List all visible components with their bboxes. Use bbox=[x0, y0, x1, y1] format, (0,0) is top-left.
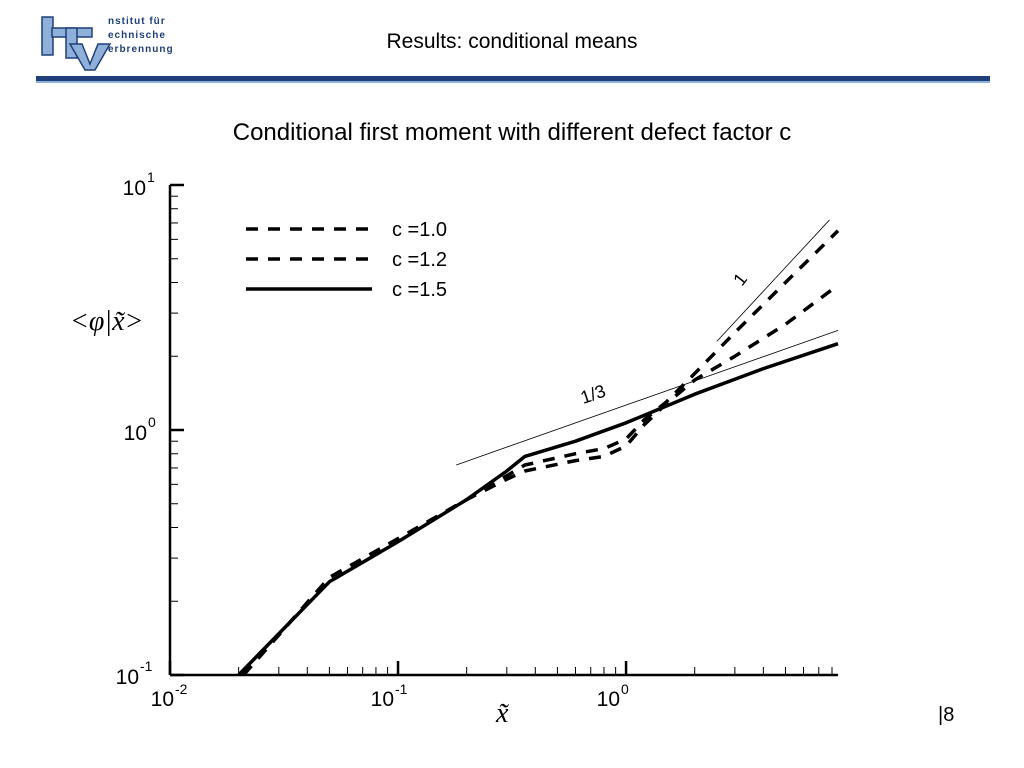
svg-text:10: 10 bbox=[371, 688, 394, 711]
y-tick-label-2: 10 1 bbox=[123, 169, 155, 200]
logo-line-1: nstitut für bbox=[108, 16, 166, 27]
x-tick-label-2: 10 0 bbox=[597, 681, 629, 711]
y-tick-label-0: 10 -1 bbox=[116, 658, 153, 689]
legend-label-c10: c =1.0 bbox=[392, 219, 447, 241]
svg-text:-1: -1 bbox=[395, 681, 408, 697]
page-number-value: 8 bbox=[943, 704, 955, 726]
svg-text:10: 10 bbox=[123, 177, 146, 200]
logo-line-3: erbrennung bbox=[108, 44, 174, 55]
x-axis-label: x̃ bbox=[495, 698, 510, 729]
svg-text:10: 10 bbox=[597, 688, 620, 711]
logo-letters-graphic bbox=[41, 16, 112, 71]
chart-title: Conditional first moment with different … bbox=[232, 119, 792, 146]
reference-line-0 bbox=[456, 330, 839, 466]
svg-text:0: 0 bbox=[148, 414, 156, 430]
svg-text:-2: -2 bbox=[175, 681, 188, 697]
series-lines bbox=[237, 229, 840, 677]
series-line-2 bbox=[237, 342, 839, 677]
x-tick-label-1: 10 -1 bbox=[371, 681, 408, 711]
header-rule-light bbox=[36, 81, 990, 83]
svg-text:10: 10 bbox=[151, 688, 174, 711]
y-axis-label: <φ|x̃> bbox=[70, 306, 143, 337]
svg-text:10: 10 bbox=[116, 666, 139, 689]
reference-lines bbox=[456, 219, 839, 466]
reference-line-1 bbox=[716, 219, 830, 342]
institute-logo: nstitut für echnische erbrennung bbox=[40, 14, 180, 72]
svg-text:-1: -1 bbox=[140, 658, 153, 674]
legend-label-c15: c =1.5 bbox=[392, 279, 447, 301]
y-tick-label-1: 10 0 bbox=[124, 414, 156, 445]
header-rule bbox=[36, 76, 990, 81]
series-line-1 bbox=[242, 283, 840, 677]
page-number-bar: | bbox=[938, 704, 944, 726]
page-number: |8 bbox=[938, 704, 954, 727]
svg-text:1: 1 bbox=[147, 169, 155, 185]
slide-title: Results: conditional means bbox=[386, 30, 638, 53]
x-tick-label-0: 10 -2 bbox=[151, 681, 188, 711]
logo-line-2: echnische bbox=[108, 30, 166, 41]
ref-line-label-1: 1 bbox=[729, 269, 751, 289]
ref-line-label-1-3: 1/3 bbox=[578, 381, 608, 408]
svg-text:0: 0 bbox=[621, 681, 629, 697]
legend-label-c12: c =1.2 bbox=[392, 249, 447, 271]
svg-text:10: 10 bbox=[124, 422, 147, 445]
legend: c =1.0 c =1.2 c =1.5 bbox=[246, 219, 447, 301]
